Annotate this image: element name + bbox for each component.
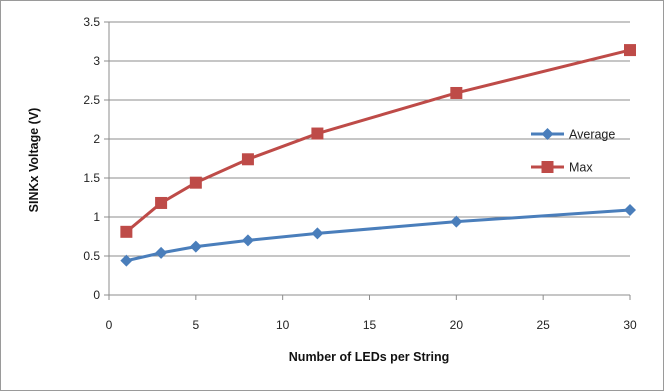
legend-entry-average: Average xyxy=(531,128,615,142)
y-tick-label: 3.5 xyxy=(83,15,100,29)
data-point-average xyxy=(624,203,636,216)
data-point-average xyxy=(120,254,133,267)
data-point-average xyxy=(189,240,202,253)
y-tick-label: 0 xyxy=(93,288,100,302)
x-tick-label: 20 xyxy=(450,318,464,332)
x-axis-title: Number of LEDs per String xyxy=(289,350,449,364)
series-max xyxy=(120,44,636,238)
data-point-max xyxy=(311,127,324,140)
series xyxy=(120,44,636,267)
data-point-max xyxy=(624,44,636,57)
data-point-average xyxy=(311,227,324,240)
x-tick-label: 30 xyxy=(623,318,637,332)
data-point-max xyxy=(241,153,254,166)
legend-label-average: Average xyxy=(569,128,615,142)
legend-marker-max xyxy=(541,161,554,173)
data-point-max xyxy=(189,176,202,189)
data-point-max xyxy=(155,196,168,209)
x-tick-label: 15 xyxy=(363,318,377,332)
y-tick-label: 1 xyxy=(93,210,100,224)
y-axis-title: SINKx Voltage (V) xyxy=(27,108,41,213)
data-point-max xyxy=(120,225,133,238)
data-point-average xyxy=(241,234,254,247)
axes xyxy=(104,21,631,300)
gridlines xyxy=(109,21,630,257)
legend-marker-average xyxy=(541,128,554,140)
data-point-average xyxy=(155,246,168,259)
legend: Average Max xyxy=(531,128,615,175)
x-tick-label: 5 xyxy=(192,318,199,332)
x-tick-label: 0 xyxy=(106,318,113,332)
data-point-average xyxy=(450,215,463,228)
tick-labels: 0 0.5 1 1.5 2 2.5 3 3.5 0 5 10 15 20 25 30 xyxy=(83,15,637,332)
x-tick-label: 25 xyxy=(536,318,550,332)
y-tick-label: 1.5 xyxy=(83,171,100,185)
x-tick-label: 10 xyxy=(276,318,290,332)
data-point-max xyxy=(450,86,463,99)
series-average xyxy=(120,203,636,267)
legend-label-max: Max xyxy=(569,161,593,175)
series-line-max xyxy=(125,48,631,233)
legend-entry-max: Max xyxy=(531,161,593,175)
y-tick-label: 2.5 xyxy=(83,93,100,107)
y-tick-label: 3 xyxy=(93,54,100,68)
series-line-average xyxy=(126,208,631,263)
y-tick-label: 2 xyxy=(93,132,100,146)
y-tick-label: 0.5 xyxy=(83,249,100,263)
